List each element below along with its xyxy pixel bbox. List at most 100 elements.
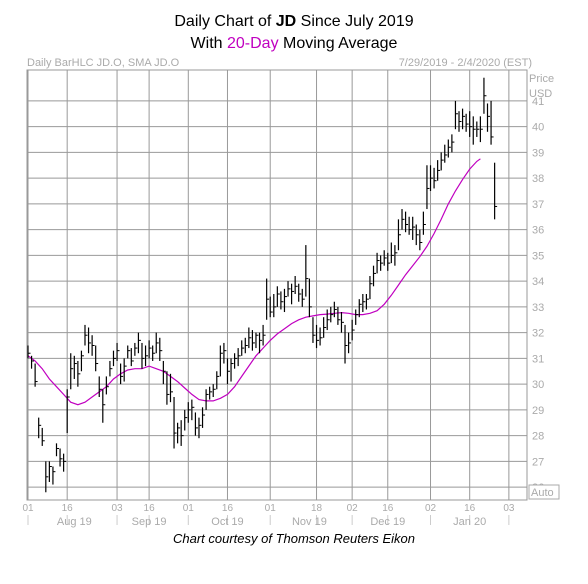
price-bar [451, 134, 455, 153]
price-bar [262, 324, 266, 346]
price-bar [301, 288, 305, 307]
price-bar [390, 242, 394, 264]
price-bar [116, 342, 120, 361]
price-bar [269, 296, 273, 318]
plot-frame [26, 69, 528, 501]
price-bar [454, 100, 458, 130]
price-bar [45, 461, 49, 493]
x-tick-label: 03 [111, 503, 123, 514]
y-tick-label: 39 [532, 147, 544, 159]
price-bar [383, 250, 387, 266]
price-bar [152, 345, 156, 361]
price-bar [483, 77, 487, 114]
price-bar [77, 360, 81, 387]
price-bar [340, 312, 344, 333]
x-axis: 01 16 03 16 01 16 01 18 02 16 02 16 03 Aug 19 Sep 19 Oc… [22, 503, 514, 528]
price-bar [401, 209, 405, 230]
price-bar [372, 265, 377, 287]
price-bar [198, 417, 202, 439]
y-axis-label-price: Price [529, 73, 554, 85]
price-bar [52, 466, 56, 485]
price-bar [237, 348, 241, 367]
price-bar [87, 327, 92, 354]
price-bar [244, 337, 248, 354]
price-bar [290, 283, 295, 305]
price-bar [248, 327, 252, 349]
x-tick-label: 16 [464, 503, 476, 514]
y-tick-label: 36 [532, 225, 544, 237]
price-bar [433, 167, 437, 189]
price-bar [70, 353, 74, 390]
price-bar [376, 252, 380, 274]
price-bar [333, 301, 337, 318]
y-tick-label: 34 [532, 276, 544, 288]
price-bar [205, 389, 209, 410]
y-tick-label: 35 [532, 250, 544, 262]
price-bar [233, 353, 238, 369]
x-tick-label: 01 [22, 503, 34, 514]
price-bar [95, 345, 99, 372]
price-bar [258, 332, 263, 354]
x-tick-label: 16 [382, 503, 394, 514]
price-bar [337, 306, 341, 325]
price-bar [415, 224, 419, 246]
price-bar [469, 111, 473, 137]
price-bar [226, 358, 230, 385]
y-tick-label: 28 [532, 431, 544, 443]
price-bar [159, 337, 163, 361]
price-bar [144, 345, 149, 367]
price-bar [404, 211, 409, 233]
price-bar [305, 245, 309, 297]
auto-scale-button[interactable] [528, 484, 560, 500]
price-bar [347, 332, 352, 354]
x-month-label: Sep 19 [132, 516, 167, 528]
title-ticker: JD [275, 13, 297, 30]
price-bar [141, 342, 145, 369]
x-month-label: Jan 20 [453, 516, 486, 528]
price-bar [476, 121, 480, 137]
x-tick-label: 18 [311, 503, 323, 514]
price-bar [323, 317, 327, 338]
study-legend: Daily BarHLC JD.O, SMA JD.O [27, 57, 180, 69]
price-bar [437, 160, 441, 181]
price-bar [408, 216, 412, 235]
price-bar [394, 245, 398, 266]
price-bar [105, 376, 109, 395]
price-bar [27, 345, 31, 359]
price-bar [212, 384, 216, 398]
price-bar [273, 294, 277, 318]
price-bar [109, 360, 113, 377]
price-bar [130, 348, 134, 367]
price-bar [479, 116, 483, 143]
price-bar [223, 342, 227, 364]
y-tick-label: 40 [532, 122, 544, 134]
price-bar [41, 427, 45, 446]
price-bar [444, 144, 448, 163]
price-bar [419, 229, 423, 251]
y-tick-label: 31 [532, 353, 544, 365]
price-bar [251, 330, 255, 351]
y-tick-label: 32 [532, 328, 544, 340]
price-bar [137, 332, 141, 354]
price-bar [209, 386, 213, 400]
x-tick-label: 16 [62, 503, 74, 514]
price-bar [216, 371, 220, 390]
price-bar [173, 397, 177, 449]
price-bar [308, 278, 312, 318]
price-bar [312, 317, 316, 343]
y-tick-label: 30 [532, 379, 544, 391]
price-bar [294, 275, 298, 295]
y-tick-label: 41 [532, 96, 544, 108]
x-tick-label: 16 [144, 503, 156, 514]
price-bar [123, 358, 127, 382]
price-bar [461, 108, 466, 130]
x-tick-label: 03 [503, 503, 515, 514]
price-bar [355, 309, 359, 325]
price-bar [344, 324, 348, 364]
chart-caption: Chart courtesy of Thomson Reuters Eikon [172, 531, 416, 546]
price-bar [465, 113, 469, 132]
y-tick-label: 37 [532, 199, 544, 211]
price-bar [59, 448, 63, 467]
price-bar [184, 409, 188, 431]
